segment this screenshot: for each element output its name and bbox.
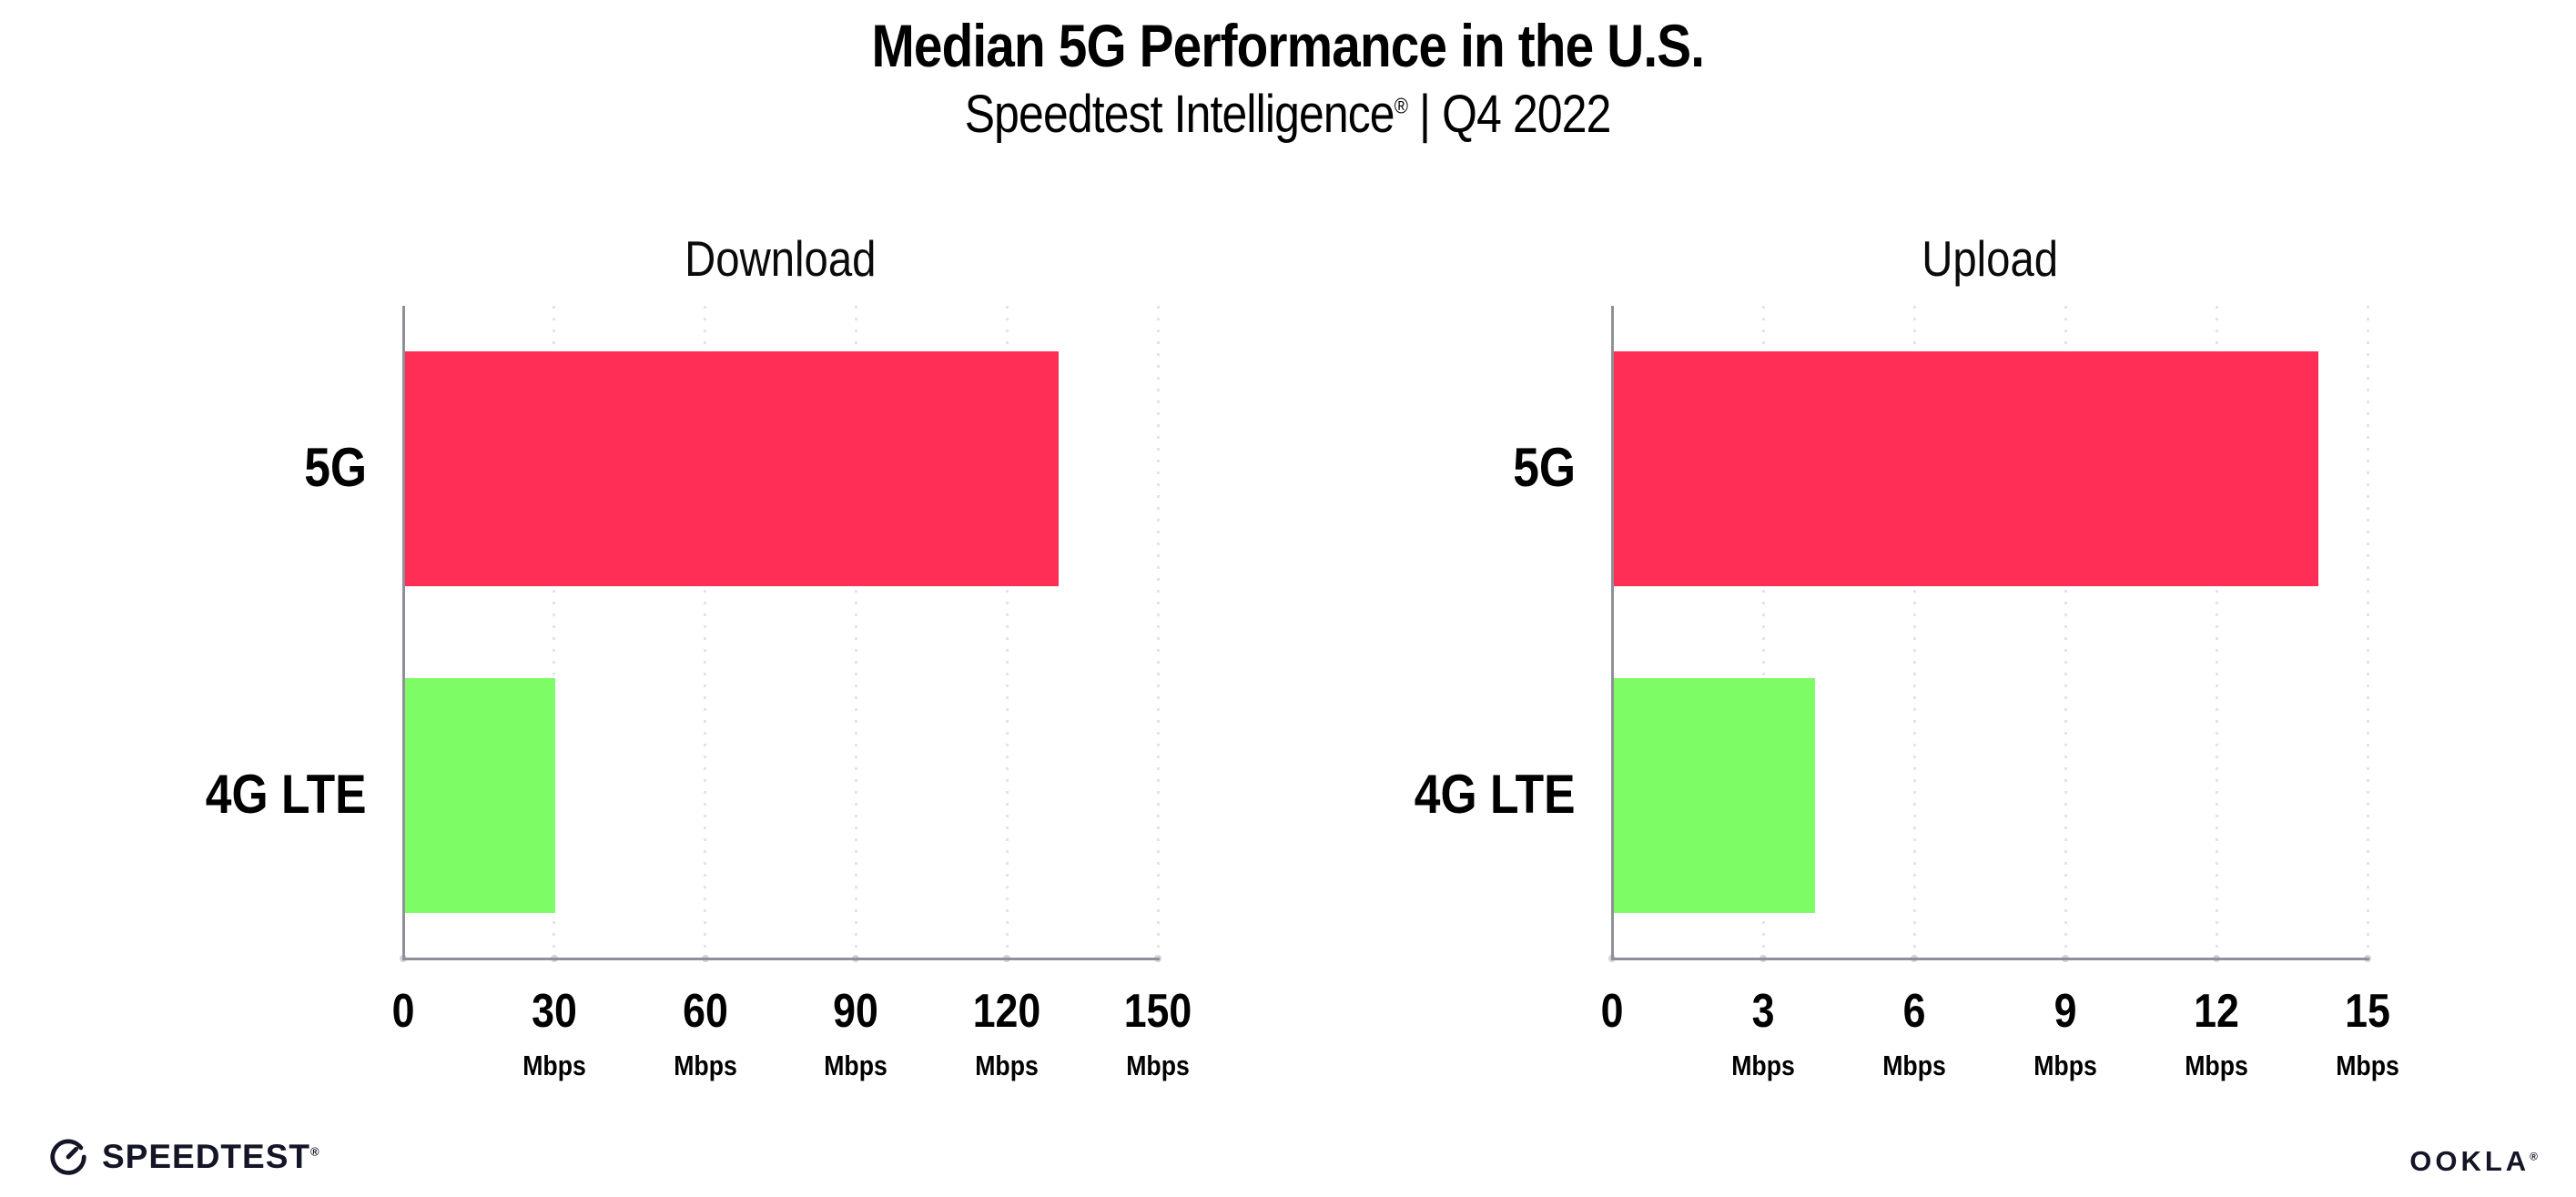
upload-tick-unit-label: Mbps <box>2033 1050 2097 1081</box>
download-gridline-120 <box>1005 306 1009 959</box>
upload-gridline-12 <box>2215 306 2218 959</box>
upload-tick-unit-3: Mbps <box>1727 1050 1800 1082</box>
upload-tick-label-3: 3 <box>1750 984 1777 1039</box>
upload-tick-value: 9 <box>2054 985 2077 1038</box>
upload-gridline-15 <box>2366 306 2369 959</box>
upload-tick-unit-6: Mbps <box>1878 1050 1952 1082</box>
upload-tick-unit-label: Mbps <box>1731 1050 1795 1081</box>
subtitle-period: | Q4 2022 <box>1407 85 1611 144</box>
upload-tick-unit-label: Mbps <box>1882 1050 1946 1081</box>
download-tick-label-150: 150 <box>1119 984 1198 1039</box>
download-tick-label-30: 30 <box>528 984 581 1039</box>
download-tick-value: 60 <box>682 985 728 1038</box>
registered-mark-icon: ® <box>310 1144 320 1159</box>
download-category-text: 5G <box>304 437 367 499</box>
upload-tick-unit-label: Mbps <box>2336 1050 2399 1081</box>
download-tick-value: 120 <box>972 985 1041 1038</box>
subtitle-brand: Speedtest Intelligence <box>965 85 1395 144</box>
download-tick-unit-120: Mbps <box>970 1050 1044 1082</box>
upload-tick-label-15: 15 <box>2341 984 2394 1039</box>
ookla-wordmark: OOKLA® <box>2409 1145 2541 1177</box>
upload-tick-unit-12: Mbps <box>2180 1050 2254 1082</box>
upload-tick-label-9: 9 <box>2053 984 2079 1039</box>
download-tick-unit-label: Mbps <box>522 1050 586 1081</box>
upload-category-text: 5G <box>1513 437 1576 499</box>
download-category-label-5g: 5G <box>294 436 367 499</box>
download-tick-label-120: 120 <box>968 984 1047 1039</box>
speedtest-logo: SPEEDTEST® <box>47 1136 320 1178</box>
upload-chart-title: Upload <box>1922 230 2058 287</box>
download-tick-unit-60: Mbps <box>668 1050 742 1082</box>
upload-gridline-3 <box>1761 306 1765 959</box>
download-category-text: 4G LTE <box>206 763 367 825</box>
upload-gridline-6 <box>1912 306 1916 959</box>
download-tick-unit-label: Mbps <box>1126 1050 1190 1081</box>
upload-tick-label-6: 6 <box>1902 984 1928 1039</box>
download-tick-unit-30: Mbps <box>517 1050 591 1082</box>
upload-tick-value: 3 <box>1751 985 1775 1038</box>
download-gridline-150 <box>1156 306 1160 959</box>
upload-gridline-9 <box>2064 306 2067 959</box>
upload-tick-value: 0 <box>1600 985 1624 1038</box>
upload-tick-value: 6 <box>1902 985 1926 1038</box>
upload-tick-unit-15: Mbps <box>2331 1050 2405 1082</box>
download-y-axis <box>401 306 405 960</box>
download-tick-label-90: 90 <box>829 984 882 1039</box>
download-bar-5g <box>404 351 1059 587</box>
download-tick-value: 0 <box>391 985 415 1038</box>
download-chart-title: Download <box>685 230 877 287</box>
download-tick-unit-label: Mbps <box>824 1050 888 1081</box>
upload-tick-unit-label: Mbps <box>2185 1050 2248 1081</box>
upload-category-label-4g-lte: 4G LTE <box>1388 763 1576 826</box>
download-tick-value: 30 <box>531 985 577 1038</box>
speedtest-gauge-icon <box>50 1139 86 1175</box>
download-tick-unit-90: Mbps <box>819 1050 893 1082</box>
download-x-axis <box>401 957 1160 960</box>
download-tick-label-60: 60 <box>679 984 732 1039</box>
upload-category-label-5g: 5G <box>1503 436 1576 499</box>
download-tick-value: 150 <box>1123 985 1192 1038</box>
upload-tick-label-12: 12 <box>2190 984 2243 1039</box>
upload-bar-4g-lte <box>1613 677 1815 913</box>
download-tick-label-0: 0 <box>390 984 417 1039</box>
registered-mark-icon: ® <box>2530 1150 2541 1163</box>
download-category-label-4g-lte: 4G LTE <box>179 763 367 826</box>
download-tick-unit-label: Mbps <box>673 1050 737 1081</box>
upload-tick-value: 15 <box>2345 985 2390 1038</box>
page-title: Median 5G Performance in the U.S. <box>871 12 1706 79</box>
upload-y-axis <box>1610 306 1614 960</box>
page-subtitle: Speedtest Intelligence® | Q4 2022 <box>0 84 2576 145</box>
upload-tick-unit-9: Mbps <box>2029 1050 2103 1082</box>
speedtest-wordmark: SPEEDTEST® <box>102 1138 320 1175</box>
upload-tick-label-0: 0 <box>1599 984 1626 1039</box>
download-tick-value: 90 <box>833 985 879 1038</box>
download-tick-unit-150: Mbps <box>1121 1050 1195 1082</box>
ookla-logo: OOKLA® <box>2409 1145 2541 1178</box>
upload-category-text: 4G LTE <box>1415 763 1576 825</box>
download-gridline-90 <box>854 306 857 959</box>
registered-mark-icon: ® <box>1394 94 1408 119</box>
upload-x-axis <box>1610 957 2369 960</box>
upload-tick-value: 12 <box>2194 985 2239 1038</box>
download-tick-unit-label: Mbps <box>975 1050 1039 1081</box>
download-gridline-60 <box>704 306 707 959</box>
download-bar-4g-lte <box>404 677 556 913</box>
upload-bar-5g <box>1613 351 2319 587</box>
download-gridline-30 <box>553 306 556 959</box>
